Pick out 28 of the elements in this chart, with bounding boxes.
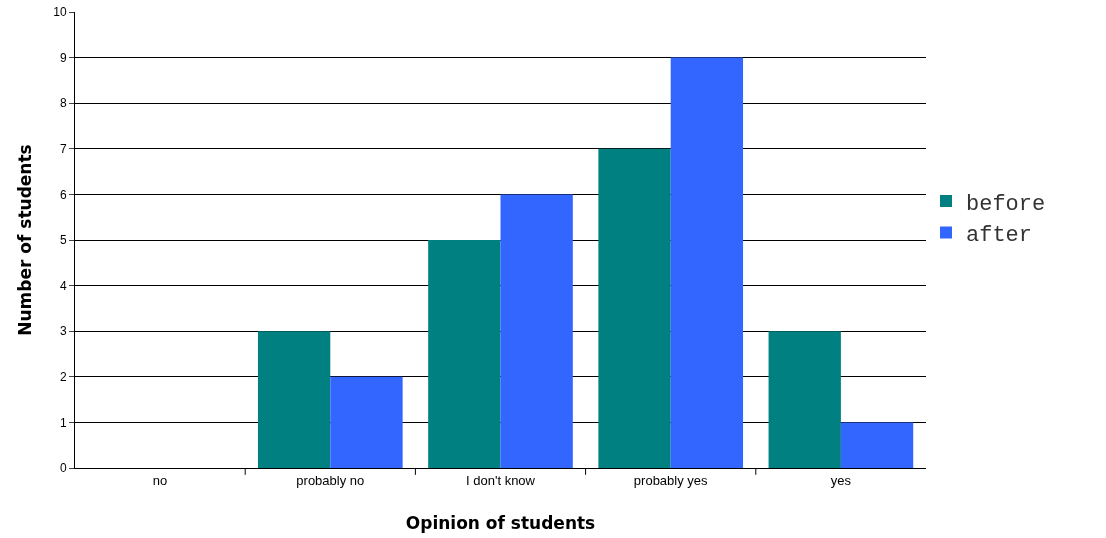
y-tick-label: 1	[59, 415, 67, 430]
bar	[670, 57, 744, 468]
x-tick-label: probably yes	[633, 472, 709, 488]
y-tick-label: 10	[53, 5, 67, 20]
bar	[330, 376, 403, 468]
y-tick-label: 4	[59, 278, 67, 293]
x-tick-label: I don't know	[466, 472, 536, 488]
y-axis-title: Number of students	[15, 144, 35, 336]
y-tick-label: 3	[59, 324, 67, 339]
y-tick-label: 2	[59, 370, 67, 384]
x-axis-title: Opinion of students	[405, 513, 596, 533]
bar	[840, 422, 914, 468]
legend-label: after	[966, 223, 1033, 249]
x-tick-label: yes	[830, 472, 852, 488]
y-tick-label: 9	[59, 50, 67, 65]
bar	[768, 331, 841, 468]
bar	[598, 148, 671, 468]
y-tick-label: 0	[59, 461, 67, 476]
x-tick-label: no	[152, 472, 168, 488]
bar	[428, 240, 501, 468]
y-tick-label: 7	[59, 142, 67, 156]
legend-label: before	[966, 191, 1046, 217]
bar	[500, 194, 573, 468]
bar	[257, 331, 331, 468]
y-tick-label: 5	[59, 233, 67, 248]
x-tick-label: probably no	[296, 472, 365, 488]
y-tick-label: 6	[59, 187, 67, 202]
y-tick-label: 8	[59, 96, 67, 111]
